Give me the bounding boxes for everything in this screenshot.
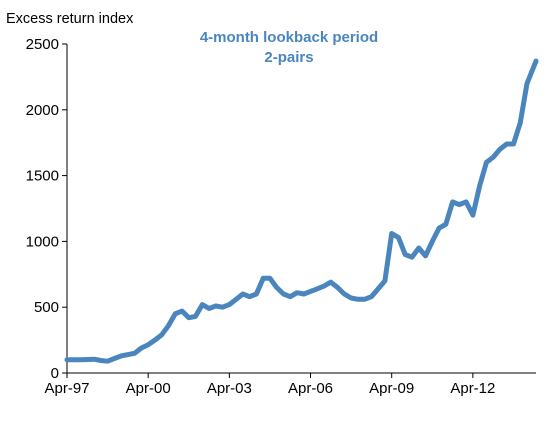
chart-subtitle: 2-pairs	[264, 49, 313, 66]
y-axis-label: Excess return index	[6, 11, 134, 27]
y-tick-label: 0	[51, 365, 59, 382]
x-tick-label: Apr-06	[288, 380, 333, 397]
y-tick-label: 1000	[26, 233, 59, 250]
series-line-0	[64, 58, 539, 364]
tick-labels: 0 500 1000 1500 2000 2500 Apr-97 Apr-00 Apr-03 Ap…	[26, 36, 496, 397]
series-layer	[64, 58, 539, 364]
y-tick-label: 500	[34, 299, 59, 316]
x-tick-label: Apr-97	[44, 380, 89, 397]
x-tick-label: Apr-03	[207, 380, 252, 397]
y-tick-label: 1500	[26, 168, 59, 185]
x-tick-label: Apr-12	[450, 380, 495, 397]
axes	[62, 43, 536, 378]
x-tick-label: Apr-00	[126, 380, 171, 397]
chart-title: 4-month lookback period	[200, 29, 378, 46]
y-tick-label: 2000	[26, 102, 59, 119]
y-tick-label: 2500	[26, 36, 59, 53]
x-tick-label: Apr-09	[369, 380, 414, 397]
